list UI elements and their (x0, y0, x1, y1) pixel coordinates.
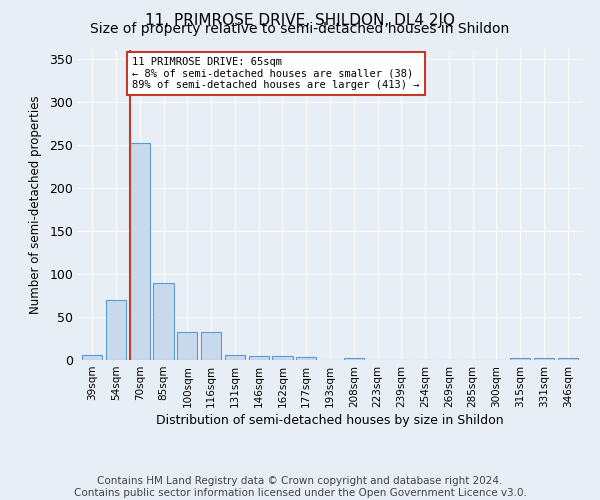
Bar (272, 356, 293, 360)
Text: 11 PRIMROSE DRIVE: 65sqm
← 8% of semi-detached houses are smaller (38)
89% of se: 11 PRIMROSE DRIVE: 65sqm ← 8% of semi-de… (132, 57, 419, 90)
Bar (106, 300, 126, 360)
Bar (510, 358, 530, 360)
Bar (248, 356, 269, 360)
Bar (177, 332, 197, 360)
Text: 11, PRIMROSE DRIVE, SHILDON, DL4 2JQ: 11, PRIMROSE DRIVE, SHILDON, DL4 2JQ (145, 12, 455, 28)
Y-axis label: Number of semi-detached properties: Number of semi-detached properties (29, 96, 43, 314)
Text: Size of property relative to semi-detached houses in Shildon: Size of property relative to semi-detach… (91, 22, 509, 36)
Bar (534, 358, 554, 360)
Bar (557, 358, 578, 360)
Bar (130, 143, 150, 360)
Bar (296, 358, 316, 360)
X-axis label: Distribution of semi-detached houses by size in Shildon: Distribution of semi-detached houses by … (156, 414, 504, 427)
Bar (225, 355, 245, 360)
Bar (82, 355, 103, 360)
Bar (344, 358, 364, 360)
Bar (154, 282, 173, 360)
Bar (201, 332, 221, 360)
Text: Contains HM Land Registry data © Crown copyright and database right 2024.
Contai: Contains HM Land Registry data © Crown c… (74, 476, 526, 498)
